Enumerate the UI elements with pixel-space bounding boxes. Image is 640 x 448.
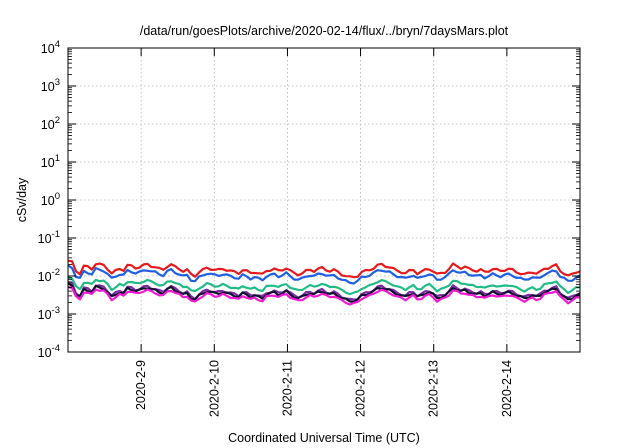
chart-title: /data/run/goesPlots/archive/2020-02-14/f… — [140, 24, 509, 38]
y-tick-label: 101 — [41, 153, 60, 170]
y-axis-label: cSv/day — [15, 177, 29, 222]
y-tick-label: 104 — [41, 39, 60, 56]
y-tick-label: 10-2 — [38, 267, 60, 284]
series-line-5 — [67, 282, 581, 304]
x-axis-label: Coordinated Universal Time (UTC) — [228, 431, 420, 445]
series-line-3 — [67, 276, 581, 296]
x-tick-label: 2020-2-13 — [427, 360, 441, 417]
y-tick-label: 100 — [41, 191, 60, 208]
series-line-2 — [67, 264, 581, 285]
x-tick-label: 2020-2-11 — [280, 360, 294, 416]
y-tick-label: 10-1 — [38, 229, 60, 246]
x-tick-label: 2020-2-14 — [500, 360, 514, 417]
y-tick-label: 102 — [41, 115, 60, 132]
axis-ticks: 104 103 102 101 100 10-1 10-2 10-3 10-4 2020-2-9 2… — [38, 39, 580, 417]
series-line-1 — [67, 259, 581, 279]
series-lines — [67, 259, 581, 306]
y-tick-label: 10-4 — [38, 343, 60, 360]
y-tick-label: 103 — [41, 77, 60, 94]
x-tick-label: 2020-2-12 — [354, 360, 368, 417]
x-tick-label: 2020-2-9 — [134, 360, 148, 410]
y-tick-label: 10-3 — [38, 305, 60, 322]
grid-lines — [68, 48, 580, 352]
x-tick-label: 2020-2-10 — [207, 360, 221, 417]
series-line-6 — [67, 285, 581, 306]
